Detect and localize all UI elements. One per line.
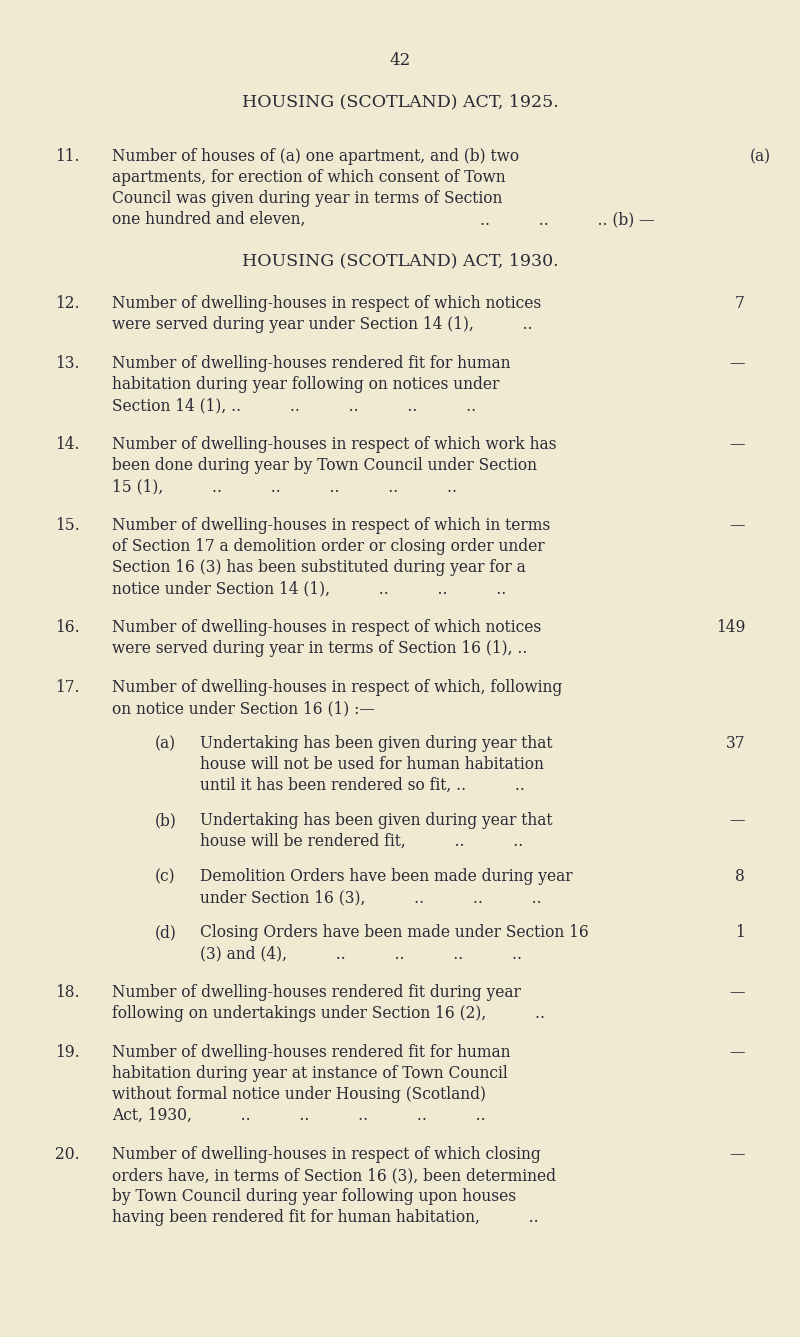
Text: 17.: 17. — [55, 679, 79, 697]
Text: ..          ..          .. (b) —: .. .. .. (b) — — [480, 211, 654, 229]
Text: 15.: 15. — [55, 517, 80, 533]
Text: until it has been rendered so fit, ..          ..: until it has been rendered so fit, .. .. — [200, 777, 525, 794]
Text: Number of dwelling-houses in respect of which notices: Number of dwelling-houses in respect of … — [112, 295, 542, 312]
Text: 1: 1 — [735, 924, 745, 941]
Text: Act, 1930,          ..          ..          ..          ..          ..: Act, 1930, .. .. .. .. .. — [112, 1107, 486, 1124]
Text: HOUSING (SCOTLAND) ACT, 1930.: HOUSING (SCOTLAND) ACT, 1930. — [242, 251, 558, 269]
Text: —: — — [730, 517, 745, 533]
Text: (b): (b) — [155, 812, 177, 829]
Text: by Town Council during year following upon houses: by Town Council during year following up… — [112, 1189, 516, 1205]
Text: Number of dwelling-houses in respect of which notices: Number of dwelling-houses in respect of … — [112, 619, 542, 636]
Text: 149: 149 — [716, 619, 745, 636]
Text: Council was given during year in terms of Section: Council was given during year in terms o… — [112, 190, 502, 207]
Text: habitation during year at instance of Town Council: habitation during year at instance of To… — [112, 1066, 508, 1082]
Text: habitation during year following on notices under: habitation during year following on noti… — [112, 376, 499, 393]
Text: without formal notice under Housing (Scotland): without formal notice under Housing (Sco… — [112, 1086, 486, 1103]
Text: 13.: 13. — [55, 356, 79, 372]
Text: 20.: 20. — [55, 1146, 80, 1163]
Text: on notice under Section 16 (1) :—: on notice under Section 16 (1) :— — [112, 701, 374, 717]
Text: 7: 7 — [735, 295, 745, 312]
Text: Section 14 (1), ..          ..          ..          ..          ..: Section 14 (1), .. .. .. .. .. — [112, 397, 476, 414]
Text: Number of dwelling-houses in respect of which, following: Number of dwelling-houses in respect of … — [112, 679, 562, 697]
Text: —: — — [730, 356, 745, 372]
Text: one hundred and eleven,: one hundred and eleven, — [112, 211, 306, 229]
Text: of Section 17 a demolition order or closing order under: of Section 17 a demolition order or clos… — [112, 537, 545, 555]
Text: 19.: 19. — [55, 1044, 80, 1062]
Text: Demolition Orders have been made during year: Demolition Orders have been made during … — [200, 868, 573, 885]
Text: Number of dwelling-houses in respect of which work has: Number of dwelling-houses in respect of … — [112, 436, 557, 453]
Text: Number of dwelling-houses rendered fit for human: Number of dwelling-houses rendered fit f… — [112, 356, 510, 372]
Text: house will not be used for human habitation: house will not be used for human habitat… — [200, 755, 544, 773]
Text: 37: 37 — [726, 735, 745, 751]
Text: Section 16 (3) has been substituted during year for a: Section 16 (3) has been substituted duri… — [112, 559, 526, 576]
Text: HOUSING (SCOTLAND) ACT, 1925.: HOUSING (SCOTLAND) ACT, 1925. — [242, 94, 558, 110]
Text: notice under Section 14 (1),          ..          ..          ..: notice under Section 14 (1), .. .. .. — [112, 580, 506, 598]
Text: orders have, in terms of Section 16 (3), been determined: orders have, in terms of Section 16 (3),… — [112, 1167, 556, 1185]
Text: having been rendered fit for human habitation,          ..: having been rendered fit for human habit… — [112, 1209, 538, 1226]
Text: 42: 42 — [390, 52, 410, 70]
Text: —: — — [730, 1044, 745, 1062]
Text: Undertaking has been given during year that: Undertaking has been given during year t… — [200, 812, 553, 829]
Text: Number of dwelling-houses in respect of which in terms: Number of dwelling-houses in respect of … — [112, 517, 550, 533]
Text: following on undertakings under Section 16 (2),          ..: following on undertakings under Section … — [112, 1005, 545, 1021]
Text: been done during year by Town Council under Section: been done during year by Town Council un… — [112, 457, 537, 475]
Text: —: — — [730, 812, 745, 829]
Text: (c): (c) — [155, 868, 176, 885]
Text: Closing Orders have been made under Section 16: Closing Orders have been made under Sect… — [200, 924, 589, 941]
Text: Number of houses of (a) one apartment, and (b) two: Number of houses of (a) one apartment, a… — [112, 148, 519, 164]
Text: Number of dwelling-houses in respect of which closing: Number of dwelling-houses in respect of … — [112, 1146, 541, 1163]
Text: Number of dwelling-houses rendered fit for human: Number of dwelling-houses rendered fit f… — [112, 1044, 510, 1062]
Text: 8: 8 — [735, 868, 745, 885]
Text: house will be rendered fit,          ..          ..: house will be rendered fit, .. .. — [200, 833, 523, 850]
Text: apartments, for erection of which consent of Town: apartments, for erection of which consen… — [112, 168, 506, 186]
Text: —: — — [730, 984, 745, 1001]
Text: were served during year under Section 14 (1),          ..: were served during year under Section 14… — [112, 316, 533, 333]
Text: 11.: 11. — [55, 148, 79, 164]
Text: 16.: 16. — [55, 619, 80, 636]
Text: (d): (d) — [155, 924, 177, 941]
Text: 14.: 14. — [55, 436, 79, 453]
Text: Number of dwelling-houses rendered fit during year: Number of dwelling-houses rendered fit d… — [112, 984, 521, 1001]
Text: 18.: 18. — [55, 984, 79, 1001]
Text: (3) and (4),          ..          ..          ..          ..: (3) and (4), .. .. .. .. — [200, 945, 522, 963]
Text: 15 (1),          ..          ..          ..          ..          ..: 15 (1), .. .. .. .. .. — [112, 479, 457, 495]
Text: (a): (a) — [155, 735, 176, 751]
Text: 12.: 12. — [55, 295, 79, 312]
Text: (a): (a) — [750, 148, 771, 164]
Text: Undertaking has been given during year that: Undertaking has been given during year t… — [200, 735, 553, 751]
Text: —: — — [730, 1146, 745, 1163]
Text: were served during year in terms of Section 16 (1), ..: were served during year in terms of Sect… — [112, 640, 527, 656]
Text: —: — — [730, 436, 745, 453]
Text: under Section 16 (3),          ..          ..          ..: under Section 16 (3), .. .. .. — [200, 889, 542, 906]
